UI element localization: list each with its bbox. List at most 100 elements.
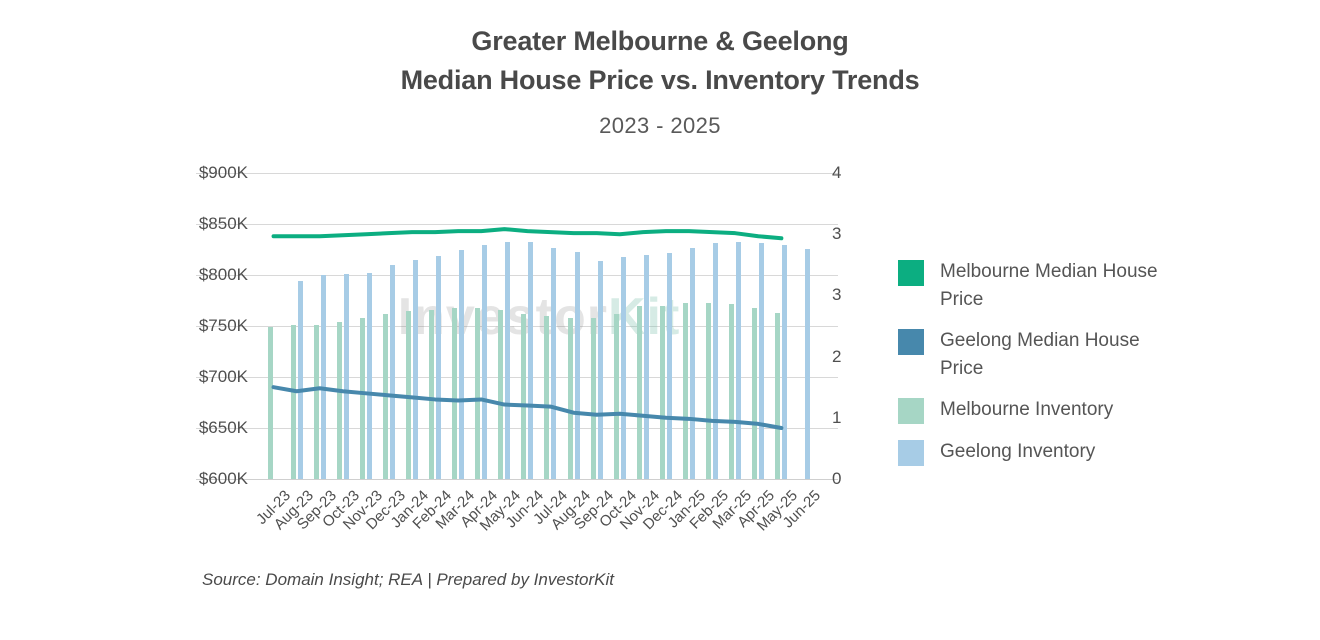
bar-melbourne-inventory xyxy=(706,302,712,479)
legend-label: Melbourne Inventory xyxy=(940,399,1114,421)
y-axis-right-tick-label: 0 xyxy=(832,469,842,488)
bar-group xyxy=(516,173,539,479)
bar-geelong-inventory xyxy=(320,275,326,479)
legend-item[interactable]: Geelong Median House Price xyxy=(898,327,1198,382)
bar-series-layer xyxy=(262,173,816,479)
bar-geelong-inventory xyxy=(413,259,418,479)
y-axis-left-tick-label: $800K xyxy=(198,265,248,284)
y-axis-left-tick-label: $650K xyxy=(198,418,248,437)
bar-group xyxy=(262,173,285,479)
y-axis-left-tick-label: $750K xyxy=(198,316,248,335)
bar-melbourne-inventory xyxy=(544,316,550,479)
bar-geelong-inventory xyxy=(505,242,511,479)
bar-melbourne-inventory xyxy=(498,310,504,479)
bar-geelong-inventory xyxy=(620,257,626,479)
plot-area: $600K $650K $700K $750K $800K $850K $900K 0 1 2 3… xyxy=(196,163,841,488)
gridline xyxy=(196,377,838,378)
legend-swatch xyxy=(898,398,924,425)
y-axis-left-tick-label: $600K xyxy=(198,469,248,488)
bar-group xyxy=(447,173,470,479)
bar-group xyxy=(631,173,654,479)
legend-item[interactable]: Melbourne Median House Price xyxy=(898,258,1198,313)
bar-melbourne-inventory xyxy=(452,307,458,479)
bar-group xyxy=(793,173,816,479)
bar-geelong-inventory xyxy=(343,273,349,479)
bar-geelong-inventory xyxy=(366,272,372,479)
y-axis-right-tick-label: 1 xyxy=(832,407,842,427)
bar-melbourne-inventory xyxy=(613,314,619,479)
gridline xyxy=(196,326,838,327)
legend-swatch xyxy=(898,440,924,467)
source-note: Source: Domain Insight; REA | Prepared b… xyxy=(202,570,614,589)
bar-group xyxy=(285,173,308,479)
y-axis-right-tick-label: 3 xyxy=(832,224,842,244)
bar-melbourne-inventory xyxy=(267,327,273,479)
bar-group xyxy=(539,173,562,479)
bar-melbourne-inventory xyxy=(359,318,365,479)
y-axis-left-tick-label: $700K xyxy=(198,367,248,386)
gridline xyxy=(196,224,838,225)
gridline xyxy=(196,479,838,480)
bar-geelong-inventory xyxy=(436,256,442,479)
gridline xyxy=(196,428,838,429)
bar-melbourne-inventory xyxy=(659,305,665,479)
legend-item[interactable]: Geelong Inventory xyxy=(898,438,1198,467)
y-axis-right-tick-label: 3 xyxy=(832,285,842,305)
bar-geelong-inventory xyxy=(574,251,580,479)
bar-melbourne-inventory xyxy=(521,313,527,479)
bar-melbourne-inventory xyxy=(429,310,435,479)
legend-label: Geelong Median House Price xyxy=(940,330,1140,379)
chart-title-line-2: Median House Price vs. Inventory Trends xyxy=(400,65,920,96)
bar-geelong-inventory xyxy=(551,248,557,479)
bar-geelong-inventory xyxy=(597,260,603,479)
bar-group xyxy=(308,173,331,479)
bar-melbourne-inventory xyxy=(775,312,781,479)
legend-swatch xyxy=(898,260,924,286)
chart-title-line-1: Greater Melbourne & Geelong xyxy=(471,26,849,56)
legend-label: Geelong Inventory xyxy=(940,441,1096,463)
bar-group xyxy=(724,173,747,479)
bar-group xyxy=(562,173,585,479)
bar-geelong-inventory xyxy=(689,247,695,479)
geelong-median-house-price-line xyxy=(274,387,782,428)
bar-geelong-inventory xyxy=(459,250,465,479)
bar-melbourne-inventory xyxy=(752,307,758,479)
bar-melbourne-inventory xyxy=(682,302,688,479)
bar-group xyxy=(770,173,793,479)
bar-group xyxy=(470,173,493,479)
bar-group xyxy=(585,173,608,479)
bar-geelong-inventory xyxy=(666,252,672,479)
bar-melbourne-inventory xyxy=(313,324,319,479)
bar-geelong-inventory xyxy=(759,242,765,479)
bar-melbourne-inventory xyxy=(290,324,296,479)
bar-geelong-inventory xyxy=(713,242,719,479)
bar-melbourne-inventory xyxy=(729,303,735,479)
bar-group xyxy=(354,173,377,479)
y-axis-left-tick-label: $850K xyxy=(198,214,248,233)
y-axis-right-tick-label: 2 xyxy=(832,346,842,366)
bar-group xyxy=(747,173,770,479)
bar-group xyxy=(654,173,677,479)
bar-geelong-inventory xyxy=(782,244,788,479)
bar-geelong-inventory xyxy=(297,280,303,479)
bar-geelong-inventory xyxy=(482,245,488,479)
bar-geelong-inventory xyxy=(643,255,649,479)
chart-subtitle: 2023 - 2025 xyxy=(599,113,721,139)
bar-geelong-inventory xyxy=(389,264,395,479)
legend-swatch xyxy=(898,329,924,356)
bar-melbourne-inventory xyxy=(590,318,596,479)
y-axis-right-tick-label: 4 xyxy=(832,163,842,182)
bar-melbourne-inventory xyxy=(336,321,342,479)
bar-group xyxy=(608,173,631,479)
bar-geelong-inventory xyxy=(736,241,742,479)
bar-melbourne-inventory xyxy=(636,306,642,479)
bar-group xyxy=(700,173,723,479)
bar-melbourne-inventory xyxy=(567,318,573,479)
legend-item[interactable]: Melbourne Inventory xyxy=(898,396,1198,425)
legend-label: Melbourne Median House Price xyxy=(940,261,1158,310)
gridline xyxy=(196,173,838,174)
bar-group xyxy=(677,173,700,479)
bar-group xyxy=(331,173,354,479)
melbourne-median-house-price-line xyxy=(274,229,782,238)
